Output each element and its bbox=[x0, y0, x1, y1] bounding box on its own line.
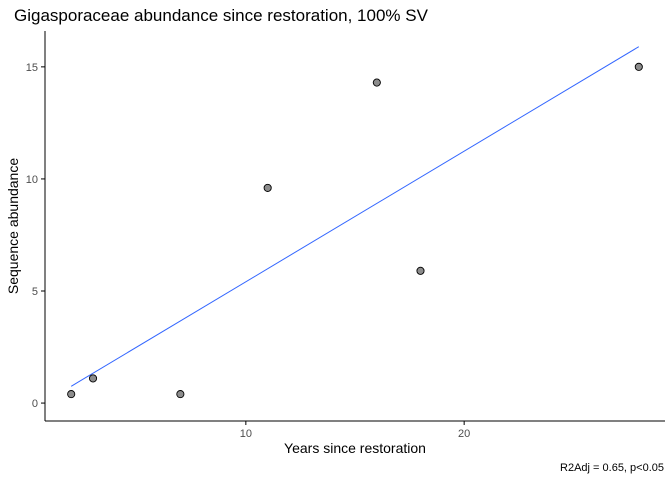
plot-area: 10 20 0 5 10 15 bbox=[26, 31, 665, 440]
data-point bbox=[67, 390, 76, 399]
y-tick-label: 5 bbox=[32, 286, 38, 298]
x-tick-label: 10 bbox=[240, 428, 252, 440]
data-point bbox=[634, 62, 643, 71]
y-axis-title: Sequence abundance bbox=[5, 158, 21, 294]
data-point bbox=[176, 390, 185, 399]
axis-ticks: 10 20 0 5 10 15 bbox=[26, 62, 471, 440]
chart-caption: R2Adj = 0.65, p<0.05 bbox=[560, 462, 664, 474]
x-axis-title: Years since restoration bbox=[284, 440, 426, 456]
data-point bbox=[88, 374, 98, 383]
data-point bbox=[263, 183, 272, 192]
y-tick-label: 10 bbox=[26, 174, 38, 186]
chart-title: Gigasporaceae abundance since restoratio… bbox=[14, 6, 429, 25]
data-point bbox=[372, 78, 381, 87]
fit-line-group bbox=[70, 46, 640, 387]
y-tick-label: 15 bbox=[26, 62, 38, 74]
points-group bbox=[67, 62, 643, 399]
data-point bbox=[416, 266, 425, 275]
x-tick-label: 20 bbox=[458, 428, 470, 440]
y-tick-label: 0 bbox=[32, 398, 38, 410]
fit-line bbox=[70, 46, 640, 387]
